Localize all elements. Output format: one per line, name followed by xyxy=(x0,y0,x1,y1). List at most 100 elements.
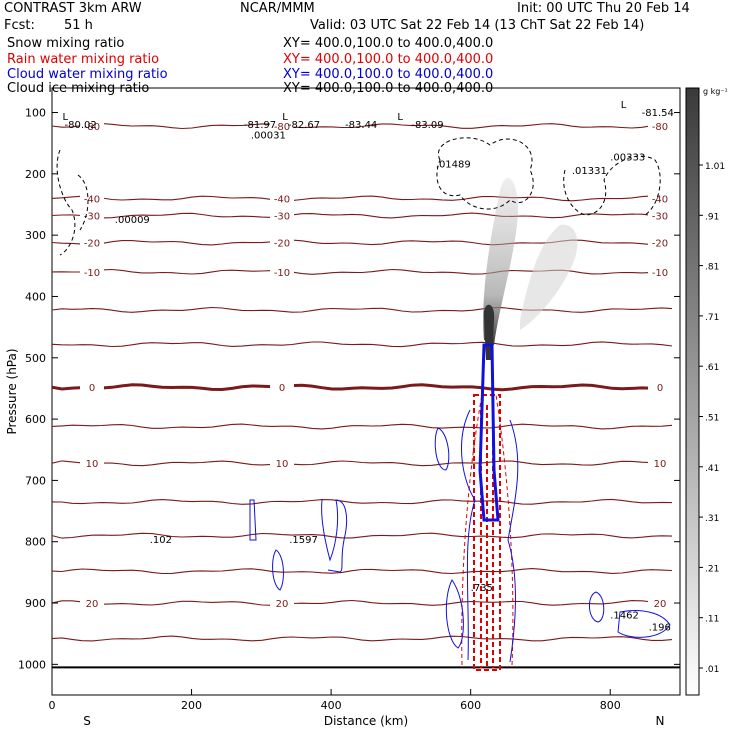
temperature-contour xyxy=(52,268,673,275)
contour-label-bg xyxy=(270,192,294,205)
contour-label: -80 xyxy=(652,122,668,133)
contour-label-bg xyxy=(80,265,104,278)
temperature-contour xyxy=(52,341,673,348)
colorbar: .01 .11 .21 .31 .41 .51 .61 .71 .81 .91 1.01 g kg⁻¹ xyxy=(685,87,728,696)
contour-label-bg xyxy=(80,236,104,249)
contour-label: -80 xyxy=(84,122,100,133)
cloudice-outline xyxy=(563,155,661,216)
y-tick-label: 600 xyxy=(25,413,46,426)
contour-label: 20 xyxy=(86,599,99,610)
rain-column xyxy=(473,394,501,671)
extremum-label: .102 xyxy=(150,535,172,546)
extremum-label: -81.54 xyxy=(642,108,674,119)
x-tick-label: 600 xyxy=(460,699,481,712)
contour-label-bg xyxy=(270,120,294,133)
contour-label-bg xyxy=(648,209,672,222)
contour-label: 10 xyxy=(654,459,667,470)
colorbar-unit: g kg⁻¹ xyxy=(703,87,728,96)
temperature-contour xyxy=(52,306,673,313)
hydrometeor-contours xyxy=(56,137,671,671)
x-tick-label: 800 xyxy=(600,699,621,712)
y-tick-label: 900 xyxy=(25,597,46,610)
temperature-contour xyxy=(52,383,672,392)
contour-label: 0 xyxy=(89,383,95,394)
model-title: CONTRAST 3km ARW xyxy=(4,1,142,16)
cloudwater-cell xyxy=(434,427,450,471)
extremum-label: L xyxy=(282,112,288,123)
extremum-label: .1597 xyxy=(289,535,318,546)
south-label: S xyxy=(83,714,91,728)
colorbar-label: .31 xyxy=(705,514,719,524)
cloudwater-cell xyxy=(445,579,464,649)
forecast-label: Fcst: xyxy=(4,18,35,33)
extremum-label: .00009 xyxy=(115,215,150,226)
contour-label: -40 xyxy=(84,194,100,205)
temperature-contours: -80 -80 -80 -40 -40 -40 -30 -30 -30 -20 -20 -20 -10 -… xyxy=(52,120,680,669)
forecast-hours: 51 h xyxy=(64,18,93,33)
cloudwater-cell xyxy=(589,591,605,623)
contour-label-bg xyxy=(80,597,104,610)
cloudice-outline xyxy=(56,149,89,256)
colorbar-label: .21 xyxy=(705,564,719,574)
colorbar-label: .81 xyxy=(705,263,719,273)
cloudwater-cell xyxy=(321,499,348,573)
contour-label-bg xyxy=(270,236,294,249)
temperature-contour xyxy=(52,423,673,430)
legend-cloudwater-field: Cloud water mixing ratio xyxy=(7,67,168,82)
valid-time: Valid: 03 UTC Sat 22 Feb 14 (13 ChT Sat … xyxy=(310,18,645,33)
colorbar-label: .71 xyxy=(705,313,719,323)
y-tick-label: 400 xyxy=(25,290,46,303)
contour-label-bg xyxy=(80,457,104,470)
contour-label-bg xyxy=(80,192,104,205)
contour-label-bg xyxy=(270,381,294,394)
contour-label-bg xyxy=(648,381,672,394)
contour-label: 0 xyxy=(657,383,663,394)
contour-label-bg xyxy=(648,120,672,133)
extremum-label: .1462 xyxy=(610,610,639,621)
extremum-label: .00031 xyxy=(251,130,286,141)
legend-rain-xy: XY= 400.0,100.0 to 400.0,400.0 xyxy=(283,52,494,67)
cloudice-outline xyxy=(436,137,534,210)
y-axis-label: Pressure (hPa) xyxy=(5,348,19,434)
temperature-contour xyxy=(52,532,673,539)
y-tick-label: 700 xyxy=(25,474,46,487)
legend-snow-xy: XY= 400.0,100.0 to 400.0,400.0 xyxy=(283,36,494,51)
cloudwater-cell xyxy=(272,549,284,591)
temperature-contour xyxy=(52,123,673,130)
colorbar-label: .51 xyxy=(705,414,719,424)
colorbar-label: .11 xyxy=(705,615,719,625)
cloudwater-core xyxy=(478,343,500,522)
colorbar-bar xyxy=(685,87,700,696)
snow-plume-upper xyxy=(520,224,578,330)
extremum-label: L xyxy=(397,112,403,123)
org-label: NCAR/MMM xyxy=(240,1,315,16)
contour-label: 10 xyxy=(86,459,99,470)
contour-label: -30 xyxy=(652,212,668,223)
extremum-label: -82.67 xyxy=(288,120,320,131)
temperature-contour xyxy=(52,635,673,642)
legend-cloudwater-xy: XY= 400.0,100.0 to 400.0,400.0 xyxy=(283,67,494,82)
contour-label-bg xyxy=(648,236,672,249)
temperature-contour xyxy=(52,212,673,219)
contour-label-bg xyxy=(270,597,294,610)
extremum-label: -83.44 xyxy=(345,120,377,131)
x-tick-label: 0 xyxy=(49,699,56,712)
snow-plume xyxy=(483,177,519,345)
temperature-contour xyxy=(52,568,673,575)
temperature-contour xyxy=(52,239,673,246)
contour-label: -40 xyxy=(274,194,290,205)
extremum-label: .735 xyxy=(471,583,493,594)
extrema-labels: L-80.02L-82.67 -83.44L-83.09L-81.54-81.97… xyxy=(62,100,673,633)
extremum-label: .01489 xyxy=(436,160,471,171)
contour-label: 0 xyxy=(279,383,285,394)
contour-label: -40 xyxy=(652,194,668,205)
colorbar-label: .61 xyxy=(705,363,719,373)
colorbar-label: 1.01 xyxy=(705,162,725,172)
contour-label: -10 xyxy=(84,268,100,279)
y-tick-label: 800 xyxy=(25,536,46,549)
rain-envelope xyxy=(461,394,514,666)
contour-label: -30 xyxy=(274,212,290,223)
contour-label-bg xyxy=(648,457,672,470)
